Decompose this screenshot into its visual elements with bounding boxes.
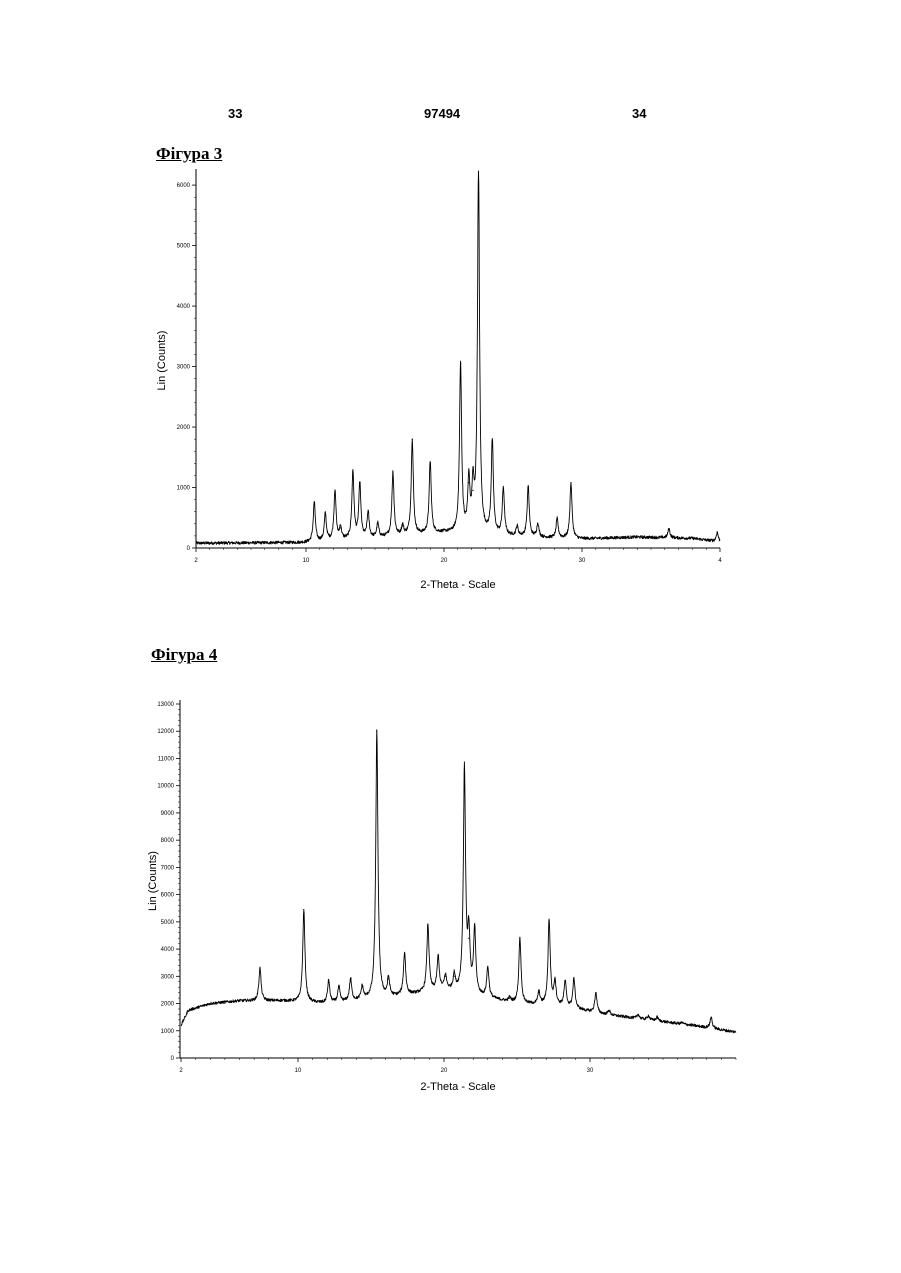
peak-point: [340, 527, 341, 528]
peak-point: [595, 992, 596, 993]
peak-point: [392, 472, 393, 473]
peak-point: [557, 518, 558, 519]
peak-point: [438, 957, 439, 958]
peak-point: [492, 442, 493, 443]
y-tick-label: 0: [171, 1056, 175, 1062]
y-tick-label: 0: [187, 546, 191, 552]
peak-point: [509, 998, 510, 999]
peak-point: [430, 462, 431, 463]
peak-point: [404, 953, 405, 954]
peak-point: [573, 978, 574, 979]
peak-point: [503, 488, 504, 489]
peak-point: [376, 731, 377, 732]
y-tick-label: 1000: [161, 1029, 175, 1035]
peak-point: [334, 490, 335, 491]
peak-point: [570, 482, 571, 483]
peak-point: [717, 532, 718, 533]
y-tick-label: 9000: [161, 811, 175, 817]
peak-point: [517, 526, 518, 527]
peak-point: [711, 1017, 712, 1018]
peak-point: [554, 981, 555, 982]
peak-point: [259, 968, 260, 969]
y-tick-label: 10000: [157, 784, 174, 790]
y-tick-label: 11000: [158, 756, 175, 762]
x-tick-label: 10: [303, 558, 310, 564]
peak-point: [537, 523, 538, 524]
peak-point: [338, 987, 339, 988]
peak-point: [468, 938, 469, 939]
peak-point: [314, 501, 315, 502]
peak-point: [657, 1017, 658, 1018]
peak-point: [377, 523, 378, 524]
peak-point: [468, 482, 469, 483]
diffraction-trace: [181, 730, 736, 1033]
x-tick-label: 10: [295, 1068, 302, 1074]
peak-point: [608, 1010, 609, 1011]
peak-point: [427, 924, 428, 925]
x-tick-label: 20: [441, 1068, 448, 1074]
peak-point: [648, 1015, 649, 1016]
peak-point: [681, 1022, 682, 1023]
x-axis-title: 2-Theta - Scale: [420, 579, 495, 591]
peak-point: [668, 528, 669, 529]
peak-point: [549, 920, 550, 921]
xrd-chart-3: 0 1000 2000 3000 4000 5000 6000 2 10 20 30 4 2-Theta…: [156, 169, 722, 591]
y-axis-title: Lin (Counts): [156, 331, 168, 391]
peak-point: [412, 439, 413, 440]
y-tick-label: 7000: [161, 865, 175, 871]
peak-point: [464, 769, 465, 770]
peak-point: [445, 976, 446, 977]
diffraction-trace: [196, 171, 720, 545]
peak-point: [359, 483, 360, 484]
y-axis-title: Lin (Counts): [147, 851, 159, 911]
peak-point: [528, 486, 529, 487]
y-tick-label: 6000: [177, 183, 191, 189]
peak-point: [472, 490, 473, 491]
peak-point: [478, 172, 479, 173]
x-tick-label: 4: [718, 558, 722, 564]
y-tick-label: 13000: [157, 702, 174, 708]
peak-point: [454, 976, 455, 977]
y-tick-label: 4000: [161, 947, 175, 953]
x-tick-label: 2: [194, 558, 198, 564]
y-tick-label: 2000: [177, 425, 191, 431]
y-tick-label: 8000: [161, 838, 175, 844]
y-tick-label: 6000: [161, 893, 175, 899]
y-tick-label: 4000: [177, 304, 191, 310]
peak-point: [362, 987, 363, 988]
peak-point: [638, 1014, 639, 1015]
peak-point: [388, 978, 389, 979]
peak-point: [350, 978, 351, 979]
y-tick-label: 5000: [177, 244, 191, 250]
peak-point: [303, 909, 304, 910]
peak-point: [460, 363, 461, 364]
x-tick-label: 20: [441, 558, 448, 564]
peak-point: [402, 526, 403, 527]
y-tick-label: 2000: [161, 1002, 175, 1008]
x-tick-label: 30: [579, 558, 586, 564]
xrd-chart-4: 0 1000 2000 3000 4000 5000 6000 7000 8000 9000 100…: [147, 700, 736, 1093]
y-tick-label: 12000: [157, 729, 174, 735]
peak-point: [474, 929, 475, 930]
peak-point: [328, 980, 329, 981]
y-tick-label: 1000: [177, 486, 191, 492]
x-axis-title: 2-Theta - Scale: [420, 1081, 495, 1093]
peak-point: [368, 512, 369, 513]
peak-point: [352, 471, 353, 472]
peak-point: [538, 992, 539, 993]
y-tick-label: 3000: [177, 365, 191, 371]
x-tick-label: 2: [179, 1068, 183, 1074]
y-tick-label: 5000: [161, 920, 175, 926]
peak-point: [487, 968, 488, 969]
x-tick-label: 30: [587, 1068, 594, 1074]
peak-point: [565, 981, 566, 982]
peak-point: [325, 514, 326, 515]
y-tick-label: 3000: [161, 974, 175, 980]
peak-point: [519, 938, 520, 939]
